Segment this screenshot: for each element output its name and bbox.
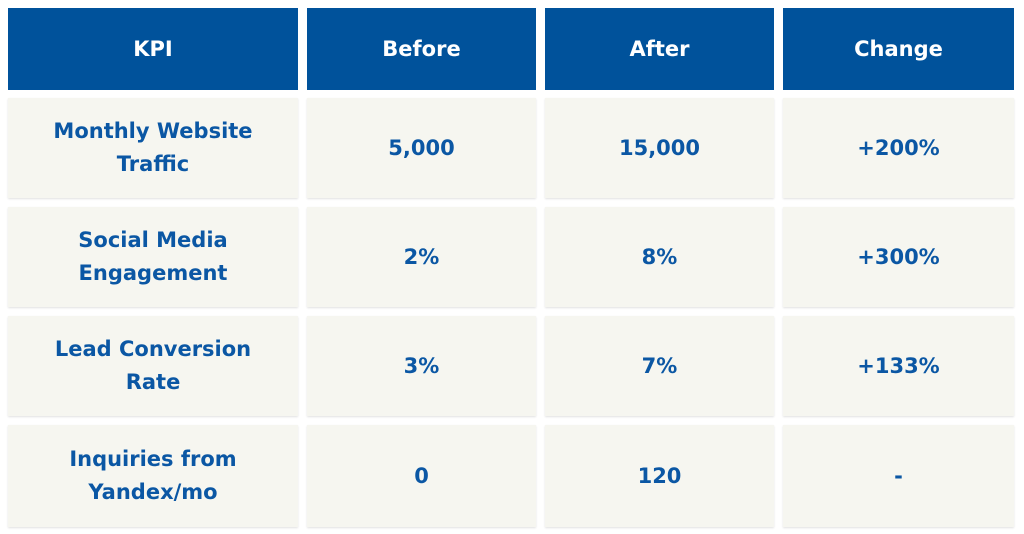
cell-text: 8% [641,244,678,269]
value-cell: 5,000 [307,98,536,198]
cell-text: Change [854,37,943,61]
cell-text: Social Media Engagement [78,228,228,285]
value-cell: 0 [307,425,536,527]
cell-text: 120 [637,463,682,488]
value-cell: +133% [783,316,1014,416]
header-cell: KPI [8,8,298,90]
cell-text: 2% [403,244,440,269]
header-cell: After [545,8,774,90]
value-cell: +300% [783,207,1014,307]
kpi-cell: Inquiries from Yandex/mo [8,425,298,527]
kpi-cell: Social Media Engagement [8,207,298,307]
kpi-cell: Monthly Website Traffic [8,98,298,198]
header-cell: Before [307,8,536,90]
cell-text: 0 [414,463,429,488]
value-cell: - [783,425,1014,527]
cell-text: +200% [857,135,940,160]
cell-text: KPI [133,37,173,61]
value-cell: 3% [307,316,536,416]
value-cell: 120 [545,425,774,527]
header-cell: Change [783,8,1014,90]
cell-text: 5,000 [388,135,455,160]
value-cell: 15,000 [545,98,774,198]
cell-text: Before [382,37,461,61]
cell-text: After [629,37,690,61]
value-cell: 8% [545,207,774,307]
cell-text: Inquiries from Yandex/mo [69,447,237,504]
kpi-cell: Lead Conversion Rate [8,316,298,416]
cell-text: 7% [641,353,678,378]
cell-text: +133% [857,353,940,378]
cell-text: 15,000 [618,135,701,160]
cell-text: - [894,463,903,488]
value-cell: 2% [307,207,536,307]
cell-text: +300% [857,244,940,269]
value-cell: +200% [783,98,1014,198]
cell-text: Lead Conversion Rate [54,337,252,394]
value-cell: 7% [545,316,774,416]
cell-text: 3% [403,353,440,378]
cell-text: Monthly Website Traffic [53,119,253,176]
